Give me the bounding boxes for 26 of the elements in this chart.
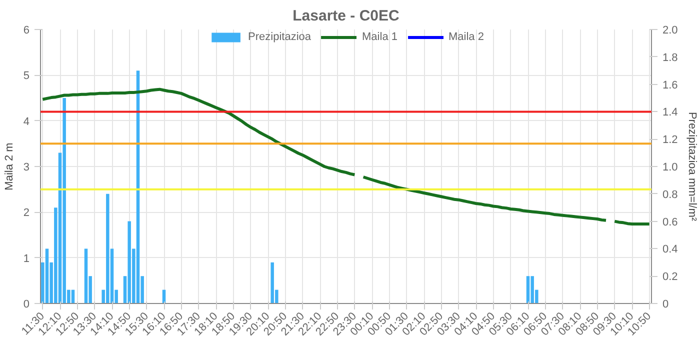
y-tick-label: 1 bbox=[23, 252, 30, 265]
y-tick-label: 5 bbox=[23, 70, 30, 82]
y2-tick-label: 1.0 bbox=[662, 162, 678, 174]
legend-label: Prezipitazioa bbox=[248, 31, 312, 43]
y-tick-label: 6 bbox=[23, 24, 30, 36]
y2-tick-label: 0.8 bbox=[662, 188, 678, 201]
y2-tick-label: 1.4 bbox=[662, 106, 678, 119]
y2-tick-label: 1.6 bbox=[662, 79, 678, 92]
y2-tick-label: 0.4 bbox=[662, 244, 678, 256]
y-tick-label: 4 bbox=[23, 116, 30, 128]
y-tick-label: 3 bbox=[23, 162, 30, 174]
bar bbox=[84, 248, 88, 304]
legend-label: Maila 1 bbox=[362, 31, 398, 43]
y2-tick-label: 0 bbox=[662, 298, 669, 310]
bar bbox=[45, 248, 49, 304]
y2-tick-label: 0.6 bbox=[662, 216, 678, 228]
y-axis-title: Maila 2 m bbox=[3, 142, 16, 190]
y-tick-label: 2 bbox=[23, 207, 30, 220]
y2-tick-label: 1.8 bbox=[662, 52, 678, 64]
y-tick-label: 0 bbox=[23, 298, 30, 310]
y2-axis-title: Prezipitazioa mm=l/m² bbox=[686, 112, 698, 222]
chart-title: Lasarte - C0EC bbox=[292, 8, 400, 24]
y2-tick-label: 2.0 bbox=[662, 24, 678, 36]
y2-tick-label: 1.2 bbox=[662, 134, 678, 146]
y2-tick-label: 0.2 bbox=[662, 271, 678, 284]
legend-label: Maila 2 bbox=[448, 31, 484, 43]
